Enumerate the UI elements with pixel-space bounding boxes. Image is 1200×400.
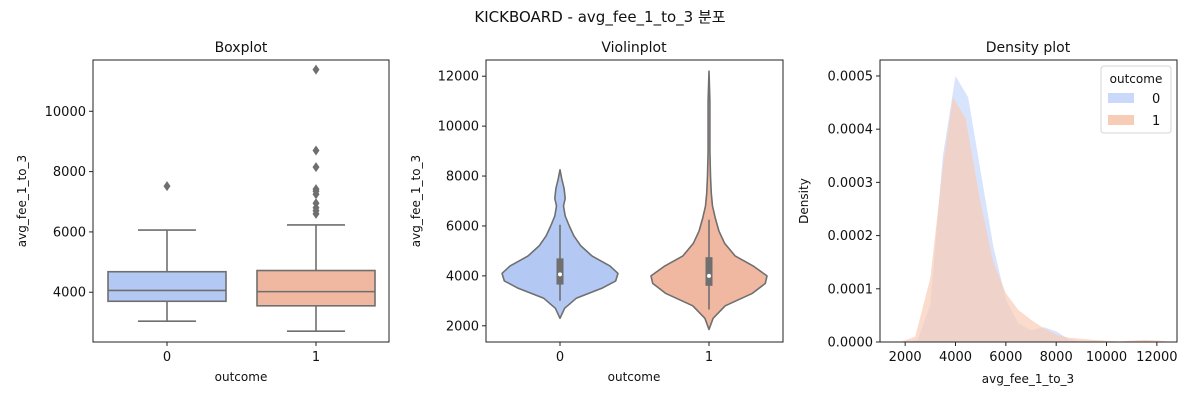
- boxplot-plot-area: 4000 6000 8000 10000 0 1: [45, 64, 376, 365]
- density-ytick-label: 0.0005: [828, 69, 874, 84]
- boxplot-frame: [92, 59, 390, 343]
- boxplot-xtick-label: 0: [163, 350, 171, 365]
- violinplot-body: [650, 70, 768, 331]
- boxplot-panel: Boxplot 4000 6000 8000 10000 0 1 outcome avg_…: [15, 40, 390, 384]
- violinplot-ytick-label: 4000: [446, 269, 479, 284]
- legend-swatch-0: [1108, 93, 1134, 103]
- legend-label-1: 1: [1152, 114, 1160, 129]
- density-xtick-label: 12000: [1136, 350, 1177, 365]
- violinplot-plot-area: 2000 4000 6000 8000 10000 12000 0 1: [438, 70, 768, 365]
- violinplot-xtick-label: 1: [705, 350, 713, 365]
- boxplot-box: [256, 269, 376, 307]
- violinplot-xtick-label: 0: [556, 350, 564, 365]
- density-frame: [879, 59, 1178, 343]
- density-ytick-label: 0.0003: [828, 176, 874, 191]
- violinplot-median-dot: [707, 273, 711, 278]
- boxplot-xlabel: outcome: [215, 370, 268, 384]
- violinplot-iqr-box: [556, 258, 564, 285]
- density-panel: Density plot 0.00000.00010.00020.00030.0…: [797, 40, 1178, 386]
- boxplot-outlier: [163, 181, 171, 192]
- density-xtick-label: 2000: [889, 350, 922, 365]
- boxplot-outlier: [312, 145, 320, 156]
- density-xtick-label: 4000: [939, 350, 972, 365]
- boxplot-box: [107, 270, 227, 303]
- density-xtick-label: 8000: [1040, 350, 1073, 365]
- boxplot-ytick-label: 10000: [45, 105, 86, 120]
- violinplot-frame: [485, 59, 784, 343]
- boxplot-ytick-label: 4000: [53, 286, 86, 301]
- boxplot-title: Boxplot: [215, 40, 268, 56]
- boxplot-outlier: [312, 198, 320, 209]
- violinplot-xlabel: outcome: [608, 370, 661, 384]
- boxplot-ylabel: avg_fee_1_to_3: [15, 155, 29, 247]
- density-legend: outcome 0 1: [1100, 65, 1172, 134]
- violinplot-median-dot: [558, 272, 562, 277]
- legend-title: outcome: [1110, 72, 1163, 86]
- violinplot-iqr-box: [705, 257, 713, 286]
- violinplot-ytick-label: 12000: [438, 70, 479, 85]
- density-ytick-label: 0.0004: [828, 123, 874, 138]
- boxplot-outlier: [312, 162, 320, 173]
- density-area-1: [900, 97, 1172, 342]
- violinplot-ytick-label: 2000: [446, 319, 479, 334]
- violinplot-ytick-label: 6000: [446, 219, 479, 234]
- density-ytick-label: 0.0001: [828, 282, 874, 297]
- density-ylabel: Density: [797, 178, 811, 224]
- boxplot-ytick-label: 6000: [53, 225, 86, 240]
- boxplot-xtick-label: 1: [312, 350, 320, 365]
- density-title: Density plot: [986, 40, 1071, 56]
- density-xtick-label: 10000: [1086, 350, 1127, 365]
- boxplot-outlier: [312, 184, 320, 195]
- boxplot-outlier: [312, 64, 320, 75]
- legend-label-0: 0: [1152, 92, 1160, 107]
- density-xlabel: avg_fee_1_to_3: [982, 372, 1074, 386]
- density-ytick-label: 0.0002: [828, 229, 874, 244]
- density-xtick-label: 6000: [989, 350, 1022, 365]
- legend-swatch-1: [1108, 115, 1134, 125]
- figure-suptitle: KICKBOARD - avg_fee_1_to_3 분포: [474, 8, 725, 27]
- violinplot-ylabel: avg_fee_1_to_3: [409, 155, 423, 247]
- density-ytick-label: 0.0000: [828, 336, 874, 351]
- violinplot-title: Violinplot: [601, 40, 667, 56]
- violinplot-ytick-label: 10000: [438, 120, 479, 135]
- violinplot-ytick-label: 8000: [446, 170, 479, 185]
- boxplot-ytick-label: 8000: [53, 165, 86, 180]
- density-plot-area: 0.0000 0.0001 0.0002 0.0003 0.0004 0.0005 2000…: [828, 69, 1178, 365]
